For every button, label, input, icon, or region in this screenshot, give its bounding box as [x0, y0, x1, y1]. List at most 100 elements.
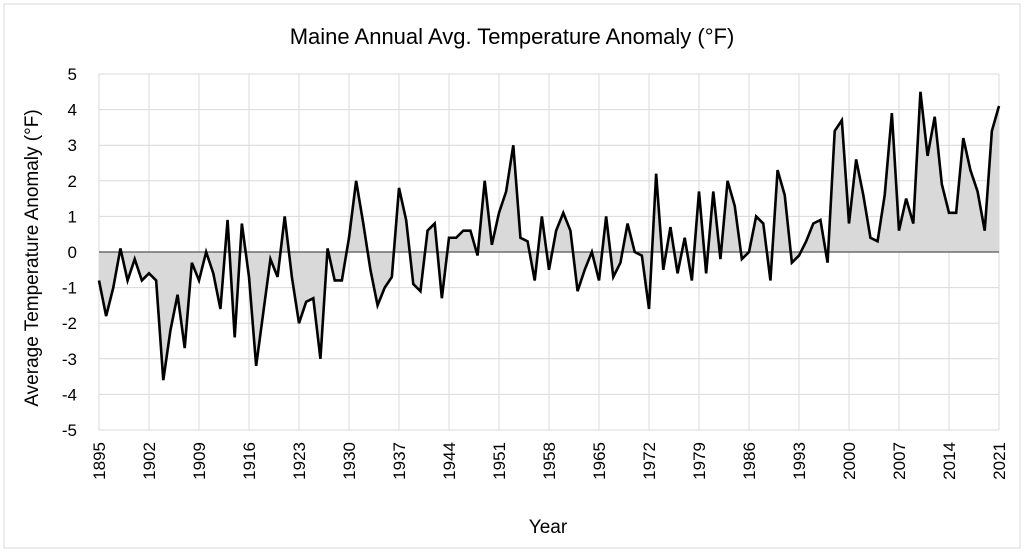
- data-point: [848, 222, 850, 224]
- y-tick-label: -1: [62, 279, 77, 298]
- data-point: [312, 297, 314, 299]
- data-point: [762, 222, 764, 224]
- data-point: [748, 251, 750, 253]
- x-tick-label: 1902: [140, 442, 159, 480]
- data-point: [691, 279, 693, 281]
- x-tick-label: 1930: [340, 442, 359, 480]
- x-tick-label: 1972: [640, 442, 659, 480]
- x-tick-label: 1895: [90, 442, 109, 480]
- data-point: [291, 276, 293, 278]
- data-point: [305, 301, 307, 303]
- data-point: [348, 237, 350, 239]
- data-point: [834, 130, 836, 132]
- data-point: [126, 279, 128, 281]
- data-point: [384, 286, 386, 288]
- data-point: [655, 172, 657, 174]
- data-point: [569, 229, 571, 231]
- data-point: [412, 283, 414, 285]
- data-point: [476, 254, 478, 256]
- plot-area: [97, 91, 1001, 381]
- data-point: [726, 180, 728, 182]
- data-point: [205, 251, 207, 253]
- x-axis-title: Year: [529, 517, 568, 538]
- data-point: [812, 222, 814, 224]
- data-point: [562, 212, 564, 214]
- x-tick-label: 1937: [390, 442, 409, 480]
- y-tick-label: 1: [68, 207, 77, 226]
- x-tick-label: 2007: [890, 442, 909, 480]
- x-tick-label: 1986: [740, 442, 759, 480]
- data-point: [684, 237, 686, 239]
- data-point: [919, 91, 921, 93]
- y-tick-label: 5: [68, 65, 77, 84]
- data-point: [434, 222, 436, 224]
- data-point: [805, 240, 807, 242]
- data-point: [648, 308, 650, 310]
- data-point: [176, 294, 178, 296]
- data-point: [962, 137, 964, 139]
- y-axis-title: Average Temperature Anomaly (°F): [22, 109, 43, 406]
- data-point: [948, 212, 950, 214]
- x-axis-ticks: 1895 1902 1909 1916 1923 1930 1937 1944 1951 1958…: [90, 442, 1009, 480]
- data-point: [448, 237, 450, 239]
- data-point: [234, 336, 236, 338]
- data-point: [719, 258, 721, 260]
- data-point: [705, 272, 707, 274]
- data-point: [626, 222, 628, 224]
- data-point: [898, 229, 900, 231]
- data-point: [991, 130, 993, 132]
- y-tick-label: -2: [62, 314, 77, 333]
- data-point: [548, 269, 550, 271]
- y-tick-label: 0: [68, 243, 77, 262]
- data-point: [112, 286, 114, 288]
- data-point: [219, 308, 221, 310]
- data-point: [226, 219, 228, 221]
- data-point: [526, 240, 528, 242]
- data-point: [405, 219, 407, 221]
- data-point: [926, 155, 928, 157]
- x-tick-label: 1944: [440, 442, 459, 480]
- y-tick-label: 3: [68, 136, 77, 155]
- data-point: [184, 347, 186, 349]
- data-point: [198, 279, 200, 281]
- data-point: [869, 237, 871, 239]
- data-point: [605, 215, 607, 217]
- x-tick-label: 1916: [240, 442, 259, 480]
- data-point: [284, 215, 286, 217]
- data-point: [641, 254, 643, 256]
- data-point: [376, 304, 378, 306]
- data-point: [512, 144, 514, 146]
- x-tick-label: 1951: [490, 442, 509, 480]
- data-point: [119, 247, 121, 249]
- data-point: [769, 279, 771, 281]
- chart-title: Maine Annual Avg. Temperature Anomaly (°…: [290, 24, 735, 49]
- data-point: [498, 212, 500, 214]
- data-point: [241, 222, 243, 224]
- data-point: [255, 365, 257, 367]
- data-point: [826, 261, 828, 263]
- x-tick-label: 1923: [290, 442, 309, 480]
- data-point: [248, 276, 250, 278]
- x-tick-label: 1958: [540, 442, 559, 480]
- data-point: [398, 187, 400, 189]
- y-tick-label: 2: [68, 172, 77, 191]
- data-point: [819, 219, 821, 221]
- data-point: [876, 240, 878, 242]
- data-point: [598, 279, 600, 281]
- data-point: [519, 237, 521, 239]
- data-point: [676, 272, 678, 274]
- data-point: [619, 261, 621, 263]
- y-tick-label: -4: [62, 385, 77, 404]
- data-point: [891, 112, 893, 114]
- data-point: [969, 169, 971, 171]
- data-point: [984, 229, 986, 231]
- data-point: [591, 251, 593, 253]
- x-tick-label: 2021: [990, 442, 1009, 480]
- data-point: [491, 244, 493, 246]
- data-point: [262, 311, 264, 313]
- x-tick-label: 1993: [790, 442, 809, 480]
- data-point: [698, 190, 700, 192]
- data-point: [555, 229, 557, 231]
- data-point: [269, 258, 271, 260]
- data-point: [391, 276, 393, 278]
